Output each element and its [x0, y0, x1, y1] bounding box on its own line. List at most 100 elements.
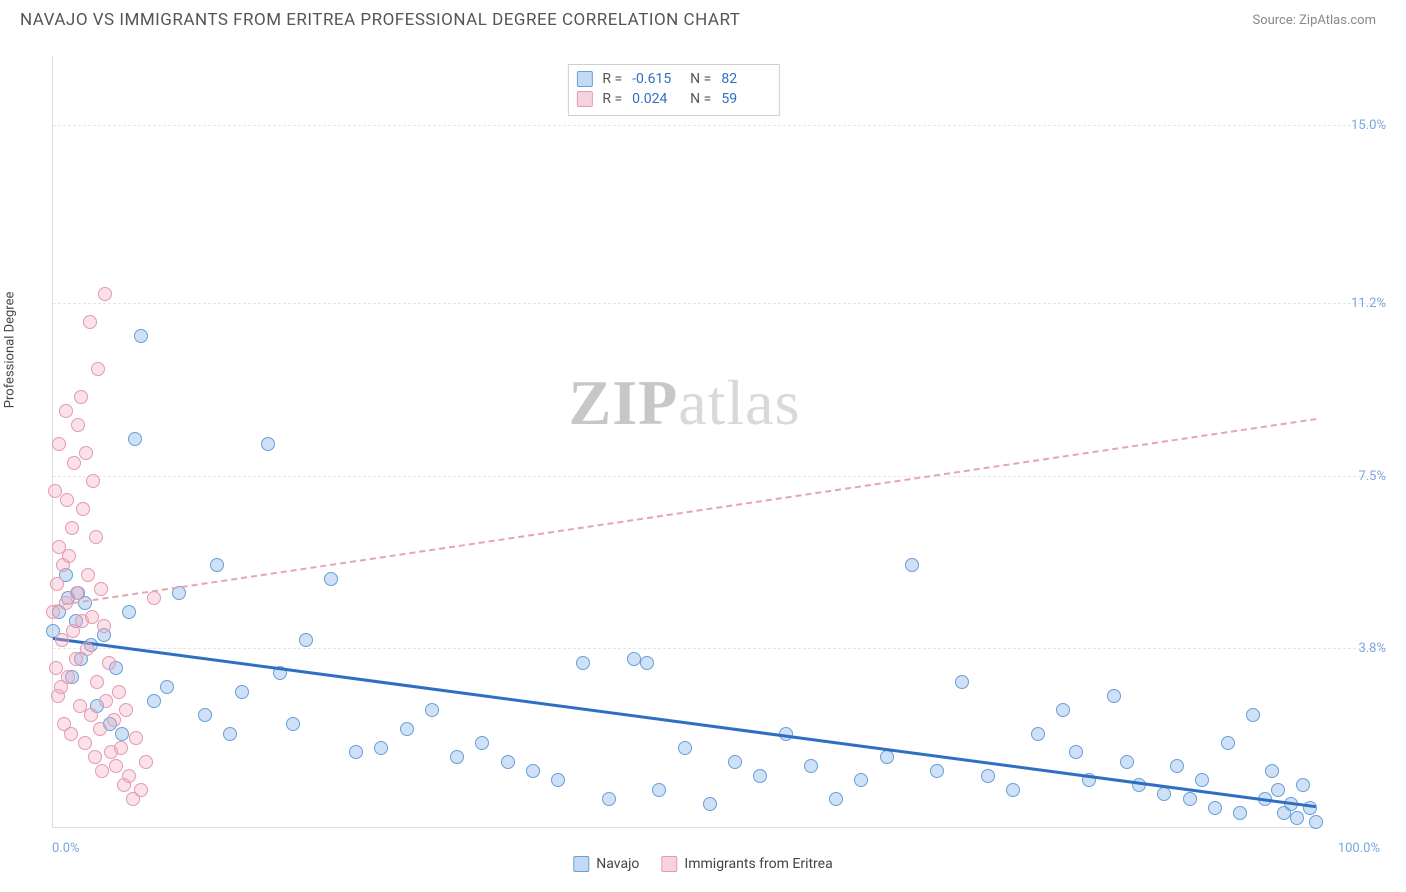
data-point-eritrea: [69, 652, 83, 666]
correlation-stats-box: R = -0.615 N = 82 R = 0.024 N = 59: [567, 64, 780, 116]
data-point-eritrea: [66, 624, 80, 638]
data-point-eritrea: [75, 614, 89, 628]
data-point-eritrea: [73, 699, 87, 713]
stat-row-navajo: R = -0.615 N = 82: [576, 69, 769, 89]
data-point-eritrea: [102, 656, 116, 670]
data-point-eritrea: [79, 446, 93, 460]
trend-line-eritrea: [53, 418, 1316, 607]
n-label: N =: [690, 89, 711, 109]
watermark-light: atlas: [678, 367, 800, 438]
y-axis-label: Professional Degree: [3, 292, 18, 409]
data-point-eritrea: [60, 493, 74, 507]
data-point-navajo: [526, 764, 540, 778]
data-point-eritrea: [52, 437, 66, 451]
data-point-navajo: [753, 769, 767, 783]
data-point-navajo: [1031, 727, 1045, 741]
legend-label-eritrea: Immigrants from Eritrea: [684, 856, 832, 872]
data-point-navajo: [134, 329, 148, 343]
data-point-navajo: [299, 633, 313, 647]
data-point-eritrea: [89, 530, 103, 544]
data-point-eritrea: [56, 558, 70, 572]
data-point-eritrea: [78, 736, 92, 750]
legend-swatch-eritrea: [661, 856, 677, 872]
data-point-navajo: [74, 652, 88, 666]
data-point-eritrea: [76, 502, 90, 516]
data-point-eritrea: [46, 605, 60, 619]
watermark: ZIPatlas: [569, 366, 801, 440]
data-point-navajo: [52, 605, 66, 619]
data-point-navajo: [703, 797, 717, 811]
data-point-navajo: [1208, 801, 1222, 815]
data-point-navajo: [854, 773, 868, 787]
y-tick-label: 3.8%: [1358, 641, 1386, 656]
source-link[interactable]: ZipAtlas.com: [1299, 13, 1376, 28]
trend-line-navajo: [53, 637, 1316, 808]
data-point-navajo: [829, 792, 843, 806]
data-point-navajo: [223, 727, 237, 741]
data-point-eritrea: [52, 540, 66, 554]
data-point-eritrea: [67, 456, 81, 470]
data-point-eritrea: [139, 755, 153, 769]
data-point-eritrea: [90, 675, 104, 689]
data-point-eritrea: [107, 713, 121, 727]
swatch-eritrea: [576, 91, 592, 107]
data-point-eritrea: [83, 315, 97, 329]
data-point-navajo: [1271, 783, 1285, 797]
data-point-eritrea: [91, 362, 105, 376]
gridline: 7.5%: [53, 476, 1386, 477]
plot-region: ZIPatlas R = -0.615 N = 82 R = 0.024 N =…: [52, 56, 1316, 828]
data-point-navajo: [46, 624, 60, 638]
data-point-eritrea: [57, 717, 71, 731]
n-value-eritrea: 59: [721, 89, 769, 109]
data-point-eritrea: [50, 577, 64, 591]
data-point-navajo: [1006, 783, 1020, 797]
data-point-navajo: [425, 703, 439, 717]
gridline: 3.8%: [53, 648, 1386, 649]
data-point-navajo: [147, 694, 161, 708]
x-axis-max-label: 100.0%: [1338, 841, 1380, 856]
data-point-navajo: [602, 792, 616, 806]
r-label: R =: [602, 89, 622, 109]
data-point-navajo: [261, 437, 275, 451]
data-point-navajo: [678, 741, 692, 755]
data-point-navajo: [576, 656, 590, 670]
data-point-navajo: [103, 717, 117, 731]
data-point-navajo: [1157, 787, 1171, 801]
data-point-navajo: [71, 586, 85, 600]
data-point-eritrea: [74, 390, 88, 404]
data-point-navajo: [1277, 806, 1291, 820]
watermark-bold: ZIP: [569, 367, 679, 438]
data-point-navajo: [210, 558, 224, 572]
data-point-navajo: [349, 745, 363, 759]
data-point-navajo: [1183, 792, 1197, 806]
data-point-eritrea: [134, 783, 148, 797]
legend-swatch-navajo: [573, 856, 589, 872]
n-label: N =: [690, 69, 711, 89]
data-point-eritrea: [61, 670, 75, 684]
swatch-navajo: [576, 71, 592, 87]
data-point-eritrea: [71, 418, 85, 432]
data-point-eritrea: [114, 741, 128, 755]
data-point-eritrea: [84, 708, 98, 722]
data-point-navajo: [160, 680, 174, 694]
data-point-navajo: [1265, 764, 1279, 778]
r-label: R =: [602, 69, 622, 89]
data-point-navajo: [128, 432, 142, 446]
data-point-navajo: [728, 755, 742, 769]
data-point-navajo: [1195, 773, 1209, 787]
y-tick-label: 15.0%: [1351, 118, 1386, 133]
data-point-navajo: [955, 675, 969, 689]
data-point-navajo: [65, 670, 79, 684]
legend-item-navajo: Navajo: [573, 856, 639, 872]
data-point-eritrea: [119, 703, 133, 717]
data-point-navajo: [400, 722, 414, 736]
r-value-eritrea: 0.024: [632, 89, 680, 109]
data-point-navajo: [1120, 755, 1134, 769]
data-point-eritrea: [54, 680, 68, 694]
data-point-navajo: [804, 759, 818, 773]
data-point-navajo: [450, 750, 464, 764]
data-point-navajo: [1056, 703, 1070, 717]
data-point-eritrea: [109, 759, 123, 773]
data-point-navajo: [501, 755, 515, 769]
data-point-eritrea: [129, 731, 143, 745]
